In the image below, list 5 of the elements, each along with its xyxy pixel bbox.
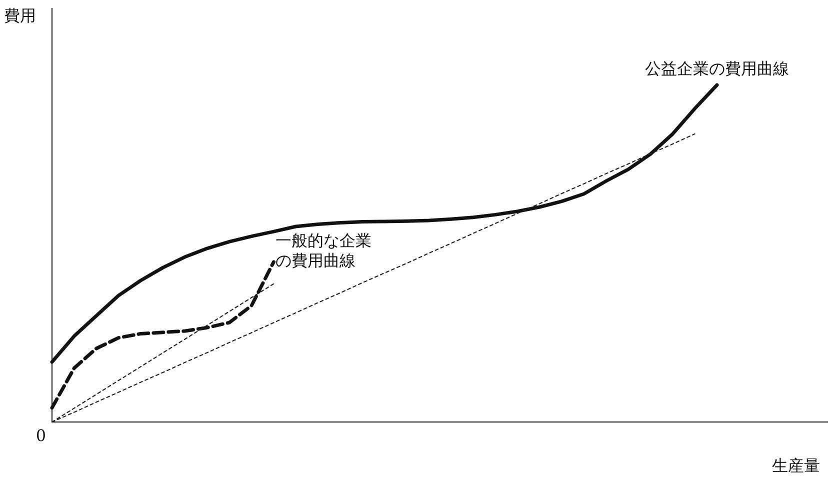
x-axis-title: 生産量 xyxy=(772,456,820,476)
series-label: 公益企業の費用曲線 xyxy=(644,59,790,79)
series-label: 一般的な企業の費用曲線 xyxy=(276,230,372,271)
text: 0 xyxy=(34,426,46,446)
y-axis-title: 費用 xyxy=(4,6,36,26)
